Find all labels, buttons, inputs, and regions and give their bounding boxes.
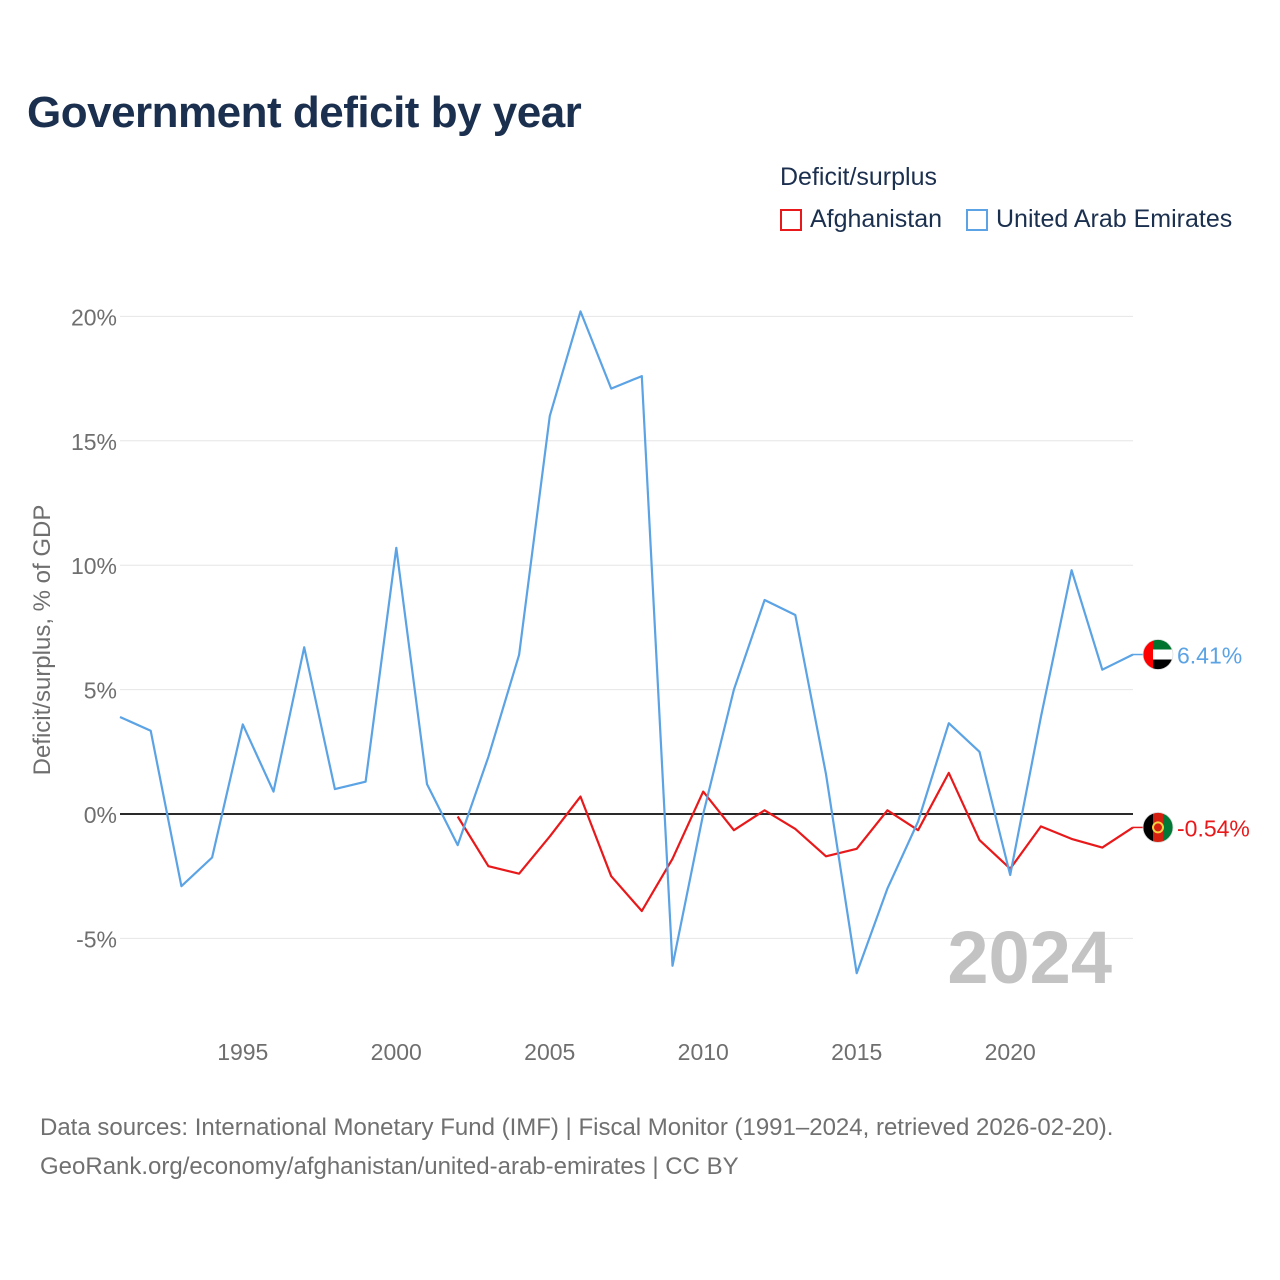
x-tick-label: 2000 xyxy=(371,1039,422,1065)
x-tick-label: 2005 xyxy=(524,1039,575,1065)
x-tick-label: 2015 xyxy=(831,1039,882,1065)
y-tick-label: 5% xyxy=(84,678,117,704)
x-tick-labels: 1995 2000 2005 2010 2015 2020 xyxy=(217,1039,1036,1065)
series-lines xyxy=(119,310,1134,975)
line-chart: -5% 0% 5% 10% 15% 20% 1995 2000 2005 2010 2015 202… xyxy=(29,304,1250,1065)
y-tick-label: 10% xyxy=(71,553,117,579)
series-line-afghanistan xyxy=(456,771,1134,913)
legend-label-uae: United Arab Emirates xyxy=(996,205,1233,233)
y-tick-label: 20% xyxy=(71,304,117,330)
year-watermark: 2024 xyxy=(947,916,1112,999)
x-tick-label: 2020 xyxy=(985,1039,1036,1065)
legend-title: Deficit/surplus xyxy=(780,163,937,191)
y-tick-labels: -5% 0% 5% 10% 15% 20% xyxy=(71,304,117,952)
legend-swatch-afghanistan xyxy=(780,208,802,231)
end-value-label: 6.41% xyxy=(1177,643,1242,669)
source-line-2[interactable]: GeoRank.org/economy/afghanistan/united-a… xyxy=(40,1153,739,1180)
y-tick-label: 0% xyxy=(84,802,117,828)
y-tick-label: 15% xyxy=(71,429,117,455)
legend-item-afghanistan[interactable]: Afghanistan xyxy=(780,205,942,234)
end-labels: -0.54% 6.41% xyxy=(1133,639,1250,843)
y-tick-label: -5% xyxy=(76,926,117,952)
source-line-1: Data sources: International Monetary Fun… xyxy=(40,1114,1114,1141)
afghanistan-flag-icon xyxy=(1142,812,1174,843)
uae-flag-icon xyxy=(1142,639,1174,670)
x-tick-label: 2010 xyxy=(678,1039,729,1065)
chart-title: Government deficit by year xyxy=(27,88,582,137)
series-line-uae xyxy=(119,310,1134,975)
source-note: Data sources: International Monetary Fun… xyxy=(40,1108,1113,1186)
x-tick-label: 1995 xyxy=(217,1039,268,1065)
end-value-label: -0.54% xyxy=(1177,815,1250,841)
legend-swatch-uae xyxy=(966,208,988,231)
y-axis-label: Deficit/surplus, % of GDP xyxy=(29,505,56,776)
grid-lines xyxy=(120,315,1133,939)
legend-label-afghanistan: Afghanistan xyxy=(810,205,943,233)
legend-item-uae[interactable]: United Arab Emirates xyxy=(966,205,1232,234)
